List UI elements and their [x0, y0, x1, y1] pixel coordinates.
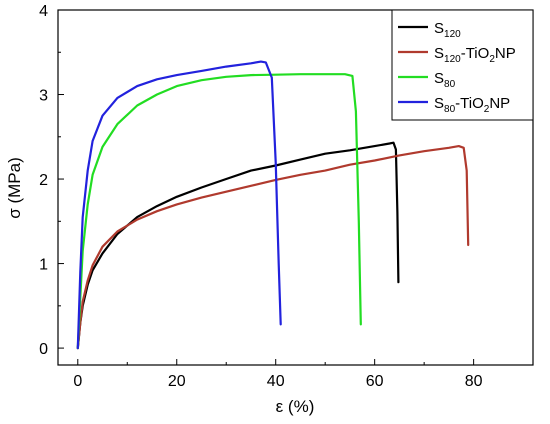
legend-label: S120	[434, 20, 461, 40]
tick-layer: 0 20 40 60 80 0 1 2 3 4	[39, 3, 483, 390]
plot-frame	[57, 9, 534, 366]
x-tick-label: 40	[267, 373, 285, 390]
x-tick-label: 80	[465, 373, 483, 390]
y-axis-title: σ (MPa)	[5, 157, 24, 219]
y-tick-label: 1	[39, 257, 48, 274]
x-tick-label: 20	[168, 373, 186, 390]
series-layer	[76, 60, 470, 350]
y-tick-label: 0	[39, 341, 48, 358]
legend-entries: S120 S120-TiO2NP S80 S80-TiO2NP	[398, 20, 516, 115]
legend-label: S120-TiO2NP	[434, 45, 516, 65]
legend-label: S80	[434, 70, 456, 90]
series-line-4	[76, 60, 282, 350]
x-tick-label: 0	[73, 373, 82, 390]
y-tick-label: 4	[39, 3, 48, 20]
legend: S120 S120-TiO2NP S80 S80-TiO2NP	[391, 9, 534, 121]
y-tick-label: 2	[39, 172, 48, 189]
series-line-3	[76, 73, 362, 350]
series-line-1	[76, 141, 400, 350]
y-tick-label: 3	[39, 88, 48, 105]
legend-label: S80-TiO2NP	[434, 95, 510, 115]
x-tick-label: 60	[366, 373, 384, 390]
plot-area: 0 20 40 60 80 0 1 2 3 4	[39, 3, 534, 390]
series-line-2	[76, 145, 470, 350]
x-axis-title: ε (%)	[276, 397, 315, 416]
